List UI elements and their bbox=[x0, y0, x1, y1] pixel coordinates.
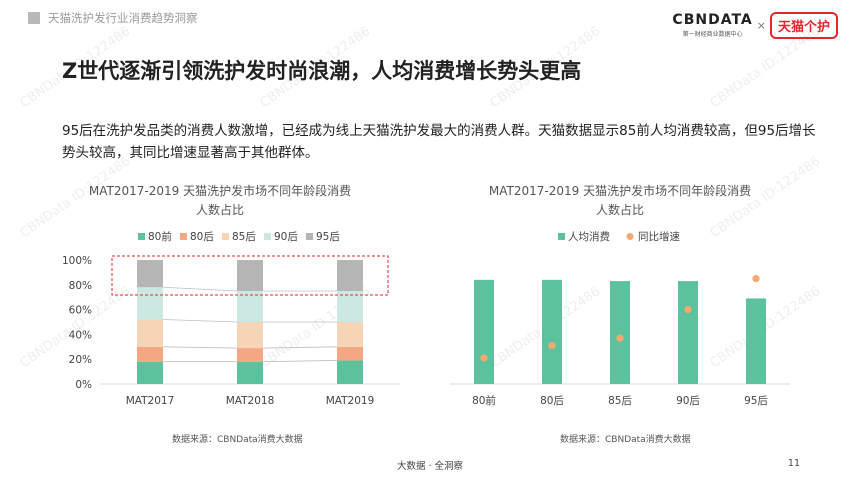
x-tick-label: 90后 bbox=[676, 395, 700, 407]
section-title: 天猫洗护发行业消费趋势洞察 bbox=[48, 11, 198, 25]
right-bar-scatter-chart: 人均消费 同比增速 80前 80后 85后 90后 95后 bbox=[450, 230, 790, 407]
series-connector-line bbox=[162, 319, 238, 323]
x-tick-label: 85后 bbox=[608, 395, 632, 407]
legend-swatch-同比增速 bbox=[626, 233, 634, 240]
right-chart-title-line1: MAT2017-2019 天猫洗护发市场不同年龄段消费 bbox=[488, 184, 752, 198]
legend-swatch-95后 bbox=[306, 233, 313, 240]
bar-人均消费 bbox=[610, 281, 630, 384]
point-同比增速 bbox=[684, 306, 692, 314]
y-tick-label: 60% bbox=[69, 305, 92, 317]
x-tick-label: 80前 bbox=[472, 394, 496, 407]
legend-swatch-80后 bbox=[180, 233, 187, 240]
bar-segment-95后 bbox=[137, 260, 163, 288]
point-同比增速 bbox=[480, 354, 488, 362]
bar-人均消费 bbox=[542, 279, 562, 384]
legend-label-95后: 95后 bbox=[316, 231, 340, 243]
legend-label-人均消费: 人均消费 bbox=[568, 230, 610, 243]
left-stacked-bar-chart: 80前 80后 85后 90后 95后 0% 20% 40% 60% 80% 100% MAT2017… bbox=[62, 230, 400, 407]
point-同比增速 bbox=[548, 341, 556, 350]
highlight-box bbox=[111, 255, 389, 296]
y-tick-label: 0% bbox=[75, 379, 92, 391]
y-tick-label: 80% bbox=[69, 280, 92, 292]
x-tick-label: MAT2019 bbox=[326, 395, 375, 407]
bar-segment-80前 bbox=[237, 361, 263, 384]
legend-label-同比增速: 同比增速 bbox=[638, 230, 680, 243]
page-title: Z世代逐渐引领洗护发时尚浪潮，人均消费增长势头更高 bbox=[62, 59, 582, 83]
series-connector-line bbox=[262, 360, 338, 363]
x-tick-label: 95后 bbox=[744, 395, 768, 407]
legend-swatch-90后 bbox=[264, 233, 271, 240]
x-tick-label: 80后 bbox=[540, 395, 564, 407]
legend-label-80后: 80后 bbox=[190, 231, 214, 243]
legend-label-80前: 80前 bbox=[148, 230, 172, 243]
point-同比增速 bbox=[752, 275, 760, 283]
left-chart-title: MAT2017-2019 天猫洗护发市场不同年龄段消费 人数占比 bbox=[60, 182, 380, 220]
point-同比增速 bbox=[616, 334, 624, 342]
bar-人均消费 bbox=[746, 298, 766, 384]
bar-segment-80前 bbox=[137, 361, 163, 384]
series-connector-line bbox=[162, 286, 238, 292]
intro-paragraph: 95后在洗护发品类的消费人数激增，已经成为线上天猫洗护发最大的消费人群。天猫数据… bbox=[62, 123, 816, 161]
bar-segment-90后 bbox=[337, 291, 363, 322]
left-chart-title-line2: 人数占比 bbox=[195, 203, 244, 217]
bar-segment-90后 bbox=[137, 287, 163, 320]
page-number: 11 bbox=[787, 458, 800, 469]
right-chart-title: MAT2017-2019 天猫洗护发市场不同年龄段消费 人数占比 bbox=[460, 182, 780, 220]
brand-separator: × bbox=[756, 18, 766, 32]
x-tick-label: MAT2017 bbox=[126, 395, 175, 407]
legend-label-90后: 90后 bbox=[274, 231, 298, 243]
section-marker bbox=[28, 12, 40, 24]
footer-tagline: 大数据 · 全洞察 bbox=[396, 461, 464, 472]
bar-segment-85后 bbox=[237, 322, 263, 349]
y-tick-label: 20% bbox=[69, 354, 92, 366]
bar-人均消费 bbox=[474, 279, 494, 384]
y-tick-label: 40% bbox=[69, 329, 92, 341]
bar-segment-85后 bbox=[137, 319, 163, 347]
bar-segment-85后 bbox=[337, 322, 363, 347]
tmall-logo: 天猫个护 bbox=[769, 11, 838, 39]
x-tick-label: MAT2018 bbox=[226, 395, 275, 407]
left-chart-title-line1: MAT2017-2019 天猫洗护发市场不同年龄段消费 bbox=[88, 184, 352, 198]
legend-swatch-人均消费 bbox=[558, 233, 565, 240]
series-connector-line bbox=[162, 346, 238, 349]
legend-swatch-85后 bbox=[222, 233, 229, 240]
right-chart-source: 数据来源：CBNData消费大数据 bbox=[560, 435, 691, 445]
cbndata-logo: CBNDATA 第一财经商业数据中心 bbox=[672, 12, 752, 38]
cbndata-logo-text: CBNDATA bbox=[672, 12, 753, 28]
bar-segment-95后 bbox=[337, 260, 363, 291]
legend-label-85后: 85后 bbox=[232, 231, 256, 243]
left-chart-source: 数据来源：CBNData消费大数据 bbox=[172, 435, 303, 445]
bar-segment-80前 bbox=[337, 360, 363, 384]
y-tick-label: 100% bbox=[62, 255, 92, 267]
series-connector-line bbox=[262, 346, 338, 349]
brand-logos: CBNDATA 第一财经商业数据中心 × 天猫个护 bbox=[672, 8, 838, 42]
bar-segment-95后 bbox=[237, 260, 263, 291]
bar-segment-80后 bbox=[337, 346, 363, 361]
legend-swatch-80前 bbox=[138, 233, 145, 240]
bar-segment-80后 bbox=[137, 346, 163, 362]
bar-人均消费 bbox=[678, 281, 698, 384]
cbndata-logo-subtitle: 第一财经商业数据中心 bbox=[682, 31, 743, 38]
bar-segment-90后 bbox=[237, 291, 263, 322]
bar-segment-80后 bbox=[237, 348, 263, 362]
section-header: 天猫洗护发行业消费趋势洞察 bbox=[28, 8, 198, 28]
right-chart-title-line2: 人数占比 bbox=[595, 203, 644, 217]
